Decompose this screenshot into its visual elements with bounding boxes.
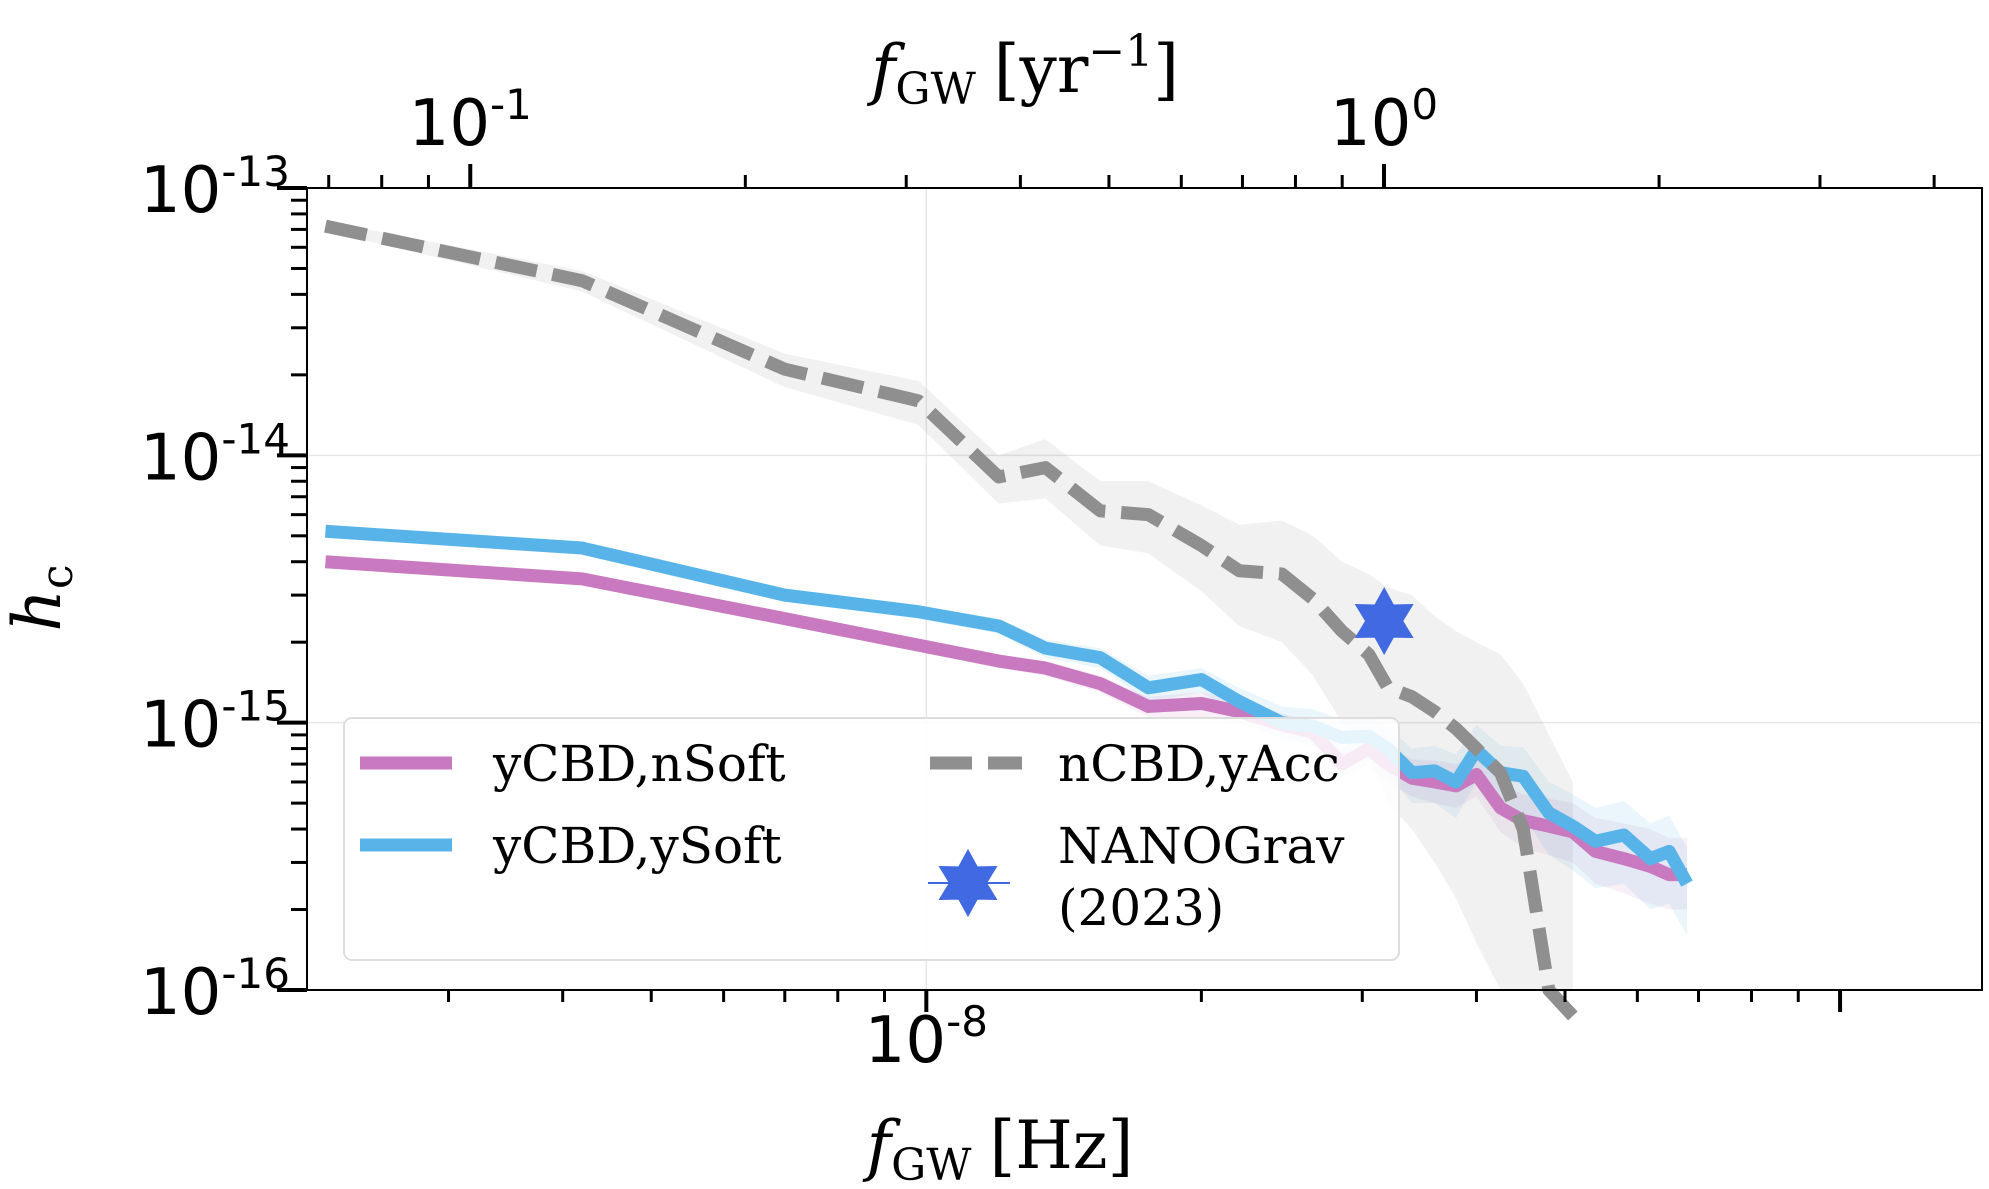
observation-markers [1354,586,1414,656]
x-axis-title: fGW [Hz] [862,1107,1134,1189]
y-tick-label: 10-13 [140,147,290,228]
confidence-bands [325,221,1688,991]
plot-frame [306,187,1983,991]
tick-labels: 10-8 10-1 100 10-13 10-14 10-15 10-16 [140,80,1438,1078]
band-ncbd-yacc [325,221,1573,991]
y-tick-label: 10-15 [140,682,290,763]
legend-star-icon [938,848,998,918]
nanograv-star-icon [1354,586,1414,656]
x-tick-label: 10-8 [865,997,988,1078]
legend-label-ncbd-yacc: nCBD,yAcc [1058,735,1340,793]
y-tick-label: 10-14 [140,414,290,495]
legend-label-ycbd-nsoft: yCBD,nSoft [492,735,786,793]
axis-ticks [277,164,1936,1012]
x2-tick-label: 10-1 [409,80,532,161]
legend-box [343,717,1400,961]
x2-axis-title: fGW [yr−1] [866,26,1179,115]
legend-label-ycbd-ysoft: yCBD,ySoft [492,817,782,875]
y-axis-title: hc [0,564,83,631]
x2-tick-label: 100 [1330,80,1438,161]
y-tick-label: 10-16 [140,949,290,1030]
legend: yCBD,nSoft yCBD,ySoft nCBD,yAcc NANOGrav… [343,717,1400,961]
legend-label-nanograv: NANOGrav (2023) [1058,817,1345,937]
legend-swatch-nanograv-star-icon [928,848,1010,918]
